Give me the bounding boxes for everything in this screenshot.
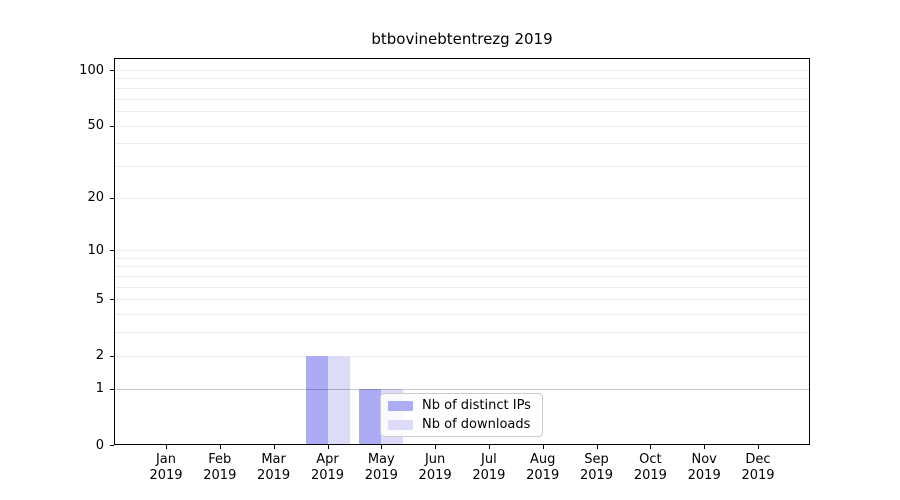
gridline (115, 257, 809, 259)
chart-title: btbovinebtentrezg 2019 (371, 30, 553, 48)
y-tick-mark (110, 388, 114, 390)
legend-label-distinct-ips: Nb of distinct IPs (422, 398, 531, 413)
y-tick-label: 10 (87, 242, 104, 258)
x-tick-label: Feb 2019 (203, 452, 237, 483)
x-tick-mark (488, 445, 490, 449)
x-tick-mark (596, 445, 598, 449)
x-tick-mark (542, 445, 544, 449)
x-tick-mark (704, 445, 706, 449)
legend-swatch-downloads (388, 419, 413, 430)
gridline (115, 250, 809, 252)
y-tick-mark (110, 70, 114, 71)
y-tick-label: 50 (87, 118, 104, 133)
gridline (115, 314, 809, 316)
y-tick-mark (110, 445, 114, 446)
y-tick-mark (110, 355, 114, 357)
x-tick-label: Oct 2019 (633, 452, 667, 483)
x-tick-label: Apr 2019 (310, 452, 345, 483)
gridline (115, 266, 809, 268)
x-tick-mark (327, 445, 329, 449)
x-tick-label: Mar 2019 (257, 452, 291, 483)
gridline (115, 276, 809, 277)
axes-frame (114, 58, 810, 445)
gridline (115, 78, 809, 80)
legend-label-downloads: Nb of downloads (422, 417, 531, 432)
bar-downloads-apr (327, 355, 350, 444)
gridline (115, 87, 809, 89)
gridline-emphasized (115, 388, 809, 390)
x-tick-mark (758, 445, 759, 449)
y-tick-mark (110, 125, 114, 127)
gridline (115, 110, 809, 112)
gridline (115, 299, 809, 301)
y-tick-label: 2 (95, 348, 104, 364)
legend-item-distinct-ips: Nb of distinct IPs (388, 398, 534, 413)
gridline (115, 332, 809, 334)
y-tick-label: 0 (95, 437, 104, 453)
gridline (115, 197, 809, 199)
legend-item-downloads: Nb of downloads (388, 417, 534, 432)
y-tick-mark (110, 299, 114, 301)
bar-distinct-ips-may (359, 388, 382, 444)
x-tick-label: Aug 2019 (526, 452, 560, 483)
gridline (115, 125, 809, 127)
y-tick-label: 5 (95, 291, 104, 307)
bar-distinct-ips-apr (305, 355, 328, 444)
gridline (115, 143, 809, 145)
gridline (115, 286, 809, 288)
y-tick-label: 1 (95, 381, 104, 397)
x-tick-label: Jun 2019 (418, 452, 452, 483)
x-tick-mark (166, 445, 167, 449)
gridline (115, 355, 809, 357)
x-tick-label: Jan 2019 (149, 452, 183, 483)
x-tick-label: Jul 2019 (472, 452, 506, 483)
x-tick-mark (381, 445, 383, 449)
x-tick-mark (273, 445, 275, 449)
y-tick-mark (110, 250, 114, 252)
legend-swatch-distinct-ips (388, 400, 413, 411)
gridline (115, 70, 809, 71)
x-tick-mark (650, 445, 652, 449)
y-tick-label: 100 (79, 62, 104, 78)
x-tick-label: Nov 2019 (687, 452, 721, 483)
x-tick-label: Sep 2019 (579, 452, 614, 483)
x-tick-mark (219, 445, 221, 449)
gridline (115, 165, 809, 167)
legend: Nb of distinct IPs Nb of downloads (380, 393, 543, 437)
y-tick-mark (110, 197, 114, 199)
x-tick-label: May 2019 (364, 452, 398, 483)
gridline (115, 98, 809, 100)
y-tick-label: 20 (87, 190, 104, 206)
x-tick-mark (435, 445, 437, 449)
x-tick-label: Dec 2019 (741, 452, 775, 483)
